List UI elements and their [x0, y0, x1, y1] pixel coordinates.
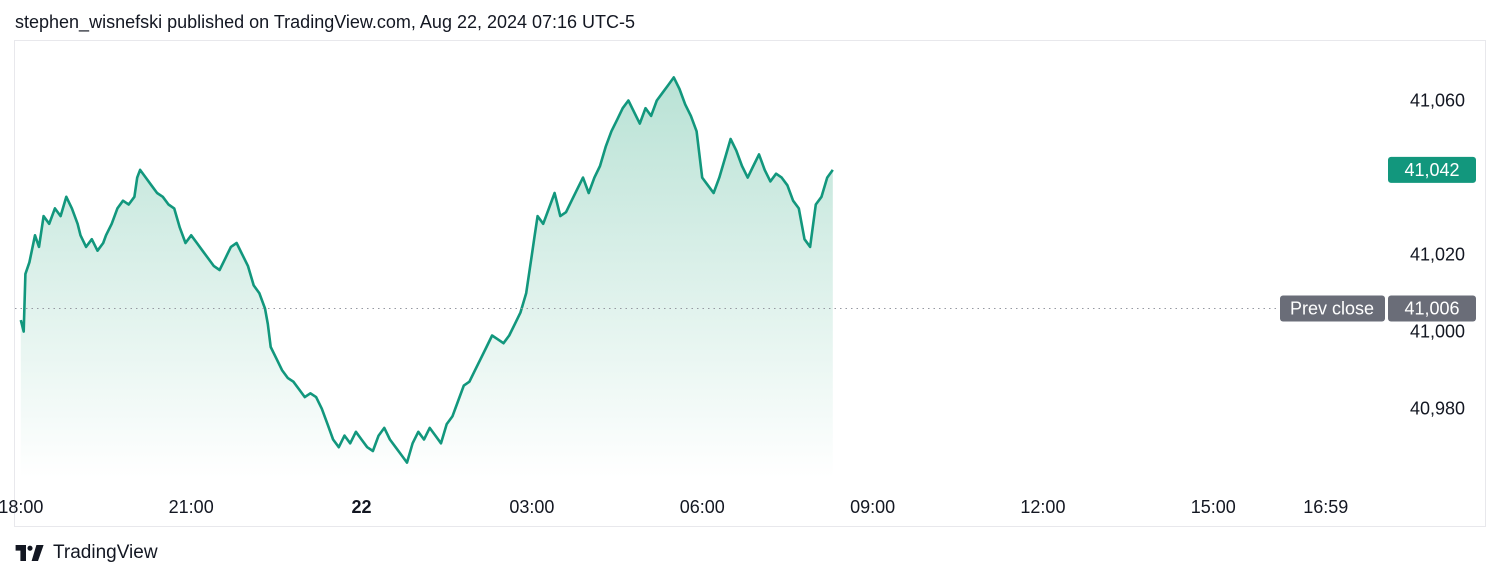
prev-close-value-badge: [1388, 295, 1476, 322]
price-area-fill: [20, 77, 833, 479]
x-tick-label: 18:00: [0, 497, 43, 517]
x-tick-label: 22: [352, 497, 372, 517]
published-header: stephen_wisnefski published on TradingVi…: [15, 12, 636, 32]
prev-close-value: 41,006: [1404, 299, 1459, 319]
prev-close-label: Prev close: [1290, 299, 1374, 319]
x-tick-label: 16:59: [1303, 497, 1348, 517]
y-tick-label: 41,000: [1410, 322, 1465, 342]
last-price-label: 41,042: [1404, 160, 1459, 180]
x-tick-label: 12:00: [1020, 497, 1065, 517]
price-line: [19, 76, 834, 464]
x-tick-label: 03:00: [509, 497, 554, 517]
y-axis: 41,060 41,020 41,000 40,980: [1410, 91, 1465, 419]
tradingview-brand[interactable]: TradingView: [53, 542, 158, 563]
prev-close-label-badge: [1280, 295, 1385, 322]
x-tick-label: 21:00: [169, 497, 214, 517]
footer: TradingView: [15, 542, 158, 564]
tradingview-logo-icon[interactable]: [15, 545, 45, 561]
x-axis: 18:00 21:00 22 03:00 06:00 09:00 12:00 15:00 16:…: [0, 497, 1348, 517]
last-price-badge: [1388, 156, 1476, 183]
x-tick-label: 06:00: [680, 497, 725, 517]
prev-close-marker: Prev close 41,006: [1280, 295, 1476, 322]
y-tick-label: 40,980: [1410, 399, 1465, 419]
y-tick-label: 41,060: [1410, 91, 1465, 111]
y-tick-label: 41,020: [1410, 245, 1465, 265]
x-tick-label: 15:00: [1191, 497, 1236, 517]
chart-frame: [14, 40, 1486, 527]
last-price-marker: 41,042: [1388, 156, 1476, 183]
x-tick-label: 09:00: [850, 497, 895, 517]
